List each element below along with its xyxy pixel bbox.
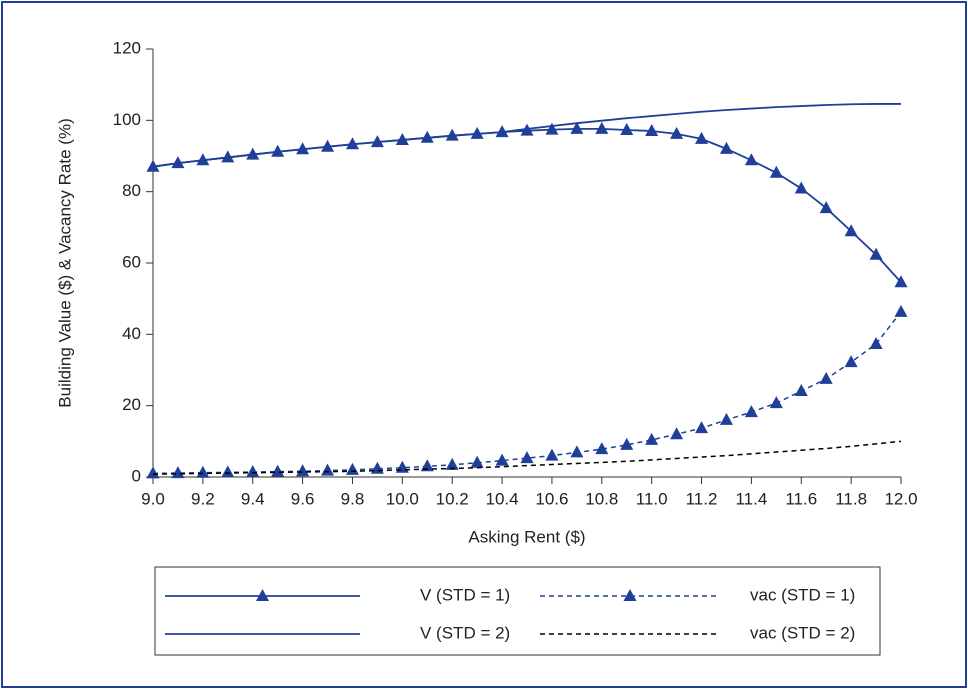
marker xyxy=(171,466,185,479)
y-axis-label: Building Value ($) & Vacancy Rate (%) xyxy=(55,118,74,407)
x-tick-label: 11.2 xyxy=(686,489,718,508)
marker xyxy=(695,421,709,434)
y-tick-label: 0 xyxy=(132,466,141,485)
marker xyxy=(670,126,684,139)
marker xyxy=(321,463,335,476)
marker xyxy=(420,130,434,143)
marker xyxy=(196,153,210,166)
marker xyxy=(670,427,684,440)
legend-marker xyxy=(623,589,637,601)
x-tick-label: 10.0 xyxy=(386,489,419,508)
marker xyxy=(271,144,285,157)
marker xyxy=(271,464,285,477)
marker xyxy=(894,304,908,317)
marker xyxy=(196,465,210,478)
marker xyxy=(719,412,733,425)
x-tick-label: 11.4 xyxy=(735,489,767,508)
x-tick-label: 9.6 xyxy=(291,489,315,508)
marker xyxy=(844,355,858,368)
marker xyxy=(794,181,808,194)
marker xyxy=(470,126,484,139)
x-tick-label: 9.2 xyxy=(191,489,215,508)
marker xyxy=(744,405,758,418)
x-tick-label: 9.0 xyxy=(141,489,165,508)
marker xyxy=(545,448,559,461)
legend-marker xyxy=(256,589,269,601)
marker xyxy=(769,165,783,178)
marker xyxy=(869,247,883,260)
marker xyxy=(744,153,758,166)
marker xyxy=(296,464,310,477)
marker xyxy=(844,224,858,237)
legend-box xyxy=(154,566,881,656)
x-tick-label: 10.6 xyxy=(535,489,568,508)
marker xyxy=(495,453,509,466)
marker xyxy=(620,122,634,135)
x-tick-label: 9.4 xyxy=(241,489,265,508)
x-tick-label: 9.8 xyxy=(341,489,365,508)
y-tick-label: 40 xyxy=(122,324,141,343)
marker xyxy=(819,371,833,384)
marker xyxy=(171,156,185,169)
marker xyxy=(495,125,509,138)
marker xyxy=(620,437,634,450)
marker xyxy=(595,121,609,134)
marker xyxy=(246,147,260,160)
series-line xyxy=(152,103,901,168)
legend-label: V (STD = 2) xyxy=(420,623,510,642)
series-line xyxy=(152,440,902,475)
marker xyxy=(645,124,659,137)
marker xyxy=(370,135,384,148)
y-tick-label: 20 xyxy=(122,395,141,414)
marker xyxy=(445,457,459,470)
marker xyxy=(570,121,584,134)
x-tick-label: 12.0 xyxy=(884,489,917,508)
marker xyxy=(146,466,160,479)
x-tick-label: 11.6 xyxy=(785,489,817,508)
marker xyxy=(146,159,160,172)
marker xyxy=(395,132,409,145)
legend-label: V (STD = 1) xyxy=(420,585,510,604)
marker xyxy=(445,128,459,141)
marker xyxy=(246,465,260,478)
marker xyxy=(695,131,709,144)
marker xyxy=(296,142,310,155)
marker xyxy=(545,122,559,135)
marker xyxy=(221,465,235,478)
legend-label: vac (STD = 1) xyxy=(750,585,855,604)
marker xyxy=(570,445,584,458)
marker xyxy=(869,336,883,349)
marker xyxy=(645,432,659,445)
marker xyxy=(321,139,335,152)
marker xyxy=(769,396,783,409)
marker xyxy=(595,442,609,455)
marker xyxy=(819,201,833,214)
x-tick-label: 10.2 xyxy=(436,489,469,508)
x-axis-label: Asking Rent ($) xyxy=(468,527,585,546)
marker xyxy=(520,451,534,464)
marker xyxy=(794,384,808,397)
marker xyxy=(470,455,484,468)
marker xyxy=(894,275,908,288)
marker xyxy=(345,137,359,150)
y-tick-label: 120 xyxy=(113,38,141,57)
x-tick-label: 10.8 xyxy=(585,489,618,508)
marker xyxy=(420,459,434,472)
x-tick-label: 11.8 xyxy=(835,489,867,508)
x-tick-label: 10.4 xyxy=(486,489,519,508)
y-tick-label: 100 xyxy=(113,110,141,129)
legend-label: vac (STD = 2) xyxy=(750,623,855,642)
x-tick-label: 11.0 xyxy=(636,489,668,508)
marker xyxy=(719,141,733,154)
y-tick-label: 60 xyxy=(122,252,141,271)
y-tick-label: 80 xyxy=(122,181,141,200)
marker xyxy=(221,150,235,163)
